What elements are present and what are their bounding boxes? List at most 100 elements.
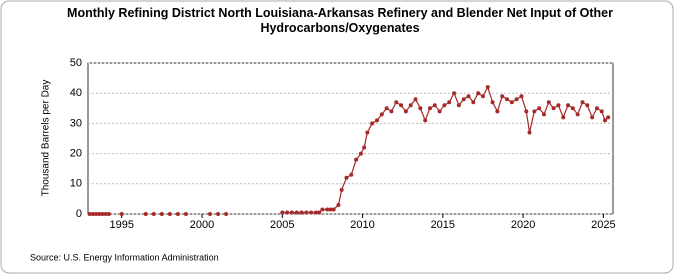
data-point xyxy=(432,103,437,108)
data-point xyxy=(561,115,566,120)
data-point xyxy=(389,109,394,114)
data-point xyxy=(580,100,585,105)
data-point xyxy=(304,210,309,215)
data-point xyxy=(527,130,532,135)
data-point xyxy=(313,210,318,215)
data-point xyxy=(90,212,95,216)
data-point xyxy=(370,121,375,126)
data-point xyxy=(97,212,102,216)
data-point xyxy=(566,103,571,108)
data-point xyxy=(399,103,404,108)
data-point xyxy=(143,212,148,216)
y-tick-label: 50 xyxy=(70,57,82,69)
data-point xyxy=(175,212,180,216)
data-point xyxy=(317,210,322,215)
data-point xyxy=(208,212,213,216)
data-point xyxy=(339,187,344,192)
y-tick-label: 20 xyxy=(70,148,82,160)
data-point xyxy=(294,210,299,215)
data-point xyxy=(480,94,485,99)
data-point xyxy=(374,118,379,123)
x-tick-label: 2005 xyxy=(270,219,294,231)
data-point xyxy=(556,103,561,108)
data-point xyxy=(358,151,363,156)
data-point xyxy=(336,202,341,207)
data-point xyxy=(437,109,442,114)
data-point xyxy=(427,106,432,111)
data-point xyxy=(309,210,314,215)
data-point xyxy=(476,91,481,96)
data-point xyxy=(500,94,505,99)
data-point xyxy=(461,97,466,102)
data-point xyxy=(394,100,399,105)
chart-title: Monthly Refining District North Louisian… xyxy=(67,6,613,35)
y-tick-label: 30 xyxy=(70,117,82,129)
data-point xyxy=(299,210,304,215)
data-point xyxy=(519,94,524,99)
data-point xyxy=(159,212,164,216)
x-tick-label: 2025 xyxy=(591,219,615,231)
data-point xyxy=(94,212,99,216)
data-point xyxy=(87,212,92,216)
data-point xyxy=(100,212,105,216)
x-tick-label: 2000 xyxy=(190,219,214,231)
data-point xyxy=(403,109,408,114)
plot-area xyxy=(87,62,614,215)
data-point xyxy=(167,212,172,216)
data-point xyxy=(365,130,370,135)
y-tick-label: 10 xyxy=(70,178,82,190)
data-point xyxy=(575,112,580,117)
data-point xyxy=(514,97,519,102)
data-point xyxy=(216,212,221,216)
y-tick-label: 0 xyxy=(76,208,82,220)
data-point xyxy=(524,109,529,114)
data-point xyxy=(541,112,546,117)
x-tick-label: 1995 xyxy=(109,219,133,231)
data-point xyxy=(289,210,294,215)
data-point xyxy=(485,85,490,90)
data-point xyxy=(442,103,447,108)
data-point xyxy=(594,106,599,111)
data-point xyxy=(384,106,389,111)
x-tick-label: 2010 xyxy=(350,219,374,231)
x-tick-label: 2015 xyxy=(431,219,455,231)
data-point xyxy=(408,103,413,108)
data-point xyxy=(362,145,367,150)
data-point xyxy=(280,210,285,215)
x-tick-label: 2020 xyxy=(511,219,535,231)
data-point xyxy=(119,212,124,216)
data-point xyxy=(344,175,349,180)
data-point xyxy=(546,100,551,105)
data-point xyxy=(585,103,590,108)
data-point xyxy=(490,100,495,105)
data-point xyxy=(320,207,325,212)
data-point xyxy=(325,207,330,212)
data-point xyxy=(452,91,457,96)
data-point xyxy=(103,212,108,216)
data-point xyxy=(602,118,607,123)
data-point xyxy=(354,157,359,162)
series-line xyxy=(89,85,609,215)
source: Source: U.S. Energy Information Administ… xyxy=(30,252,219,262)
data-point xyxy=(328,207,333,212)
data-point xyxy=(418,106,423,111)
data-point xyxy=(606,115,611,120)
data-point xyxy=(599,109,604,114)
y-axis-label: Thousand Barrels per Day xyxy=(41,80,52,197)
data-point xyxy=(456,103,461,108)
data-point xyxy=(466,94,471,99)
data-point xyxy=(106,212,111,216)
data-point xyxy=(509,100,514,105)
data-point xyxy=(471,100,476,105)
data-point xyxy=(151,212,156,216)
data-point xyxy=(413,97,418,102)
data-point xyxy=(570,106,575,111)
data-point xyxy=(285,210,290,215)
data-point xyxy=(447,100,452,105)
data-point xyxy=(183,212,188,216)
y-tick-label: 40 xyxy=(70,87,82,99)
data-point xyxy=(551,106,556,111)
data-point xyxy=(532,109,537,114)
data-point xyxy=(224,212,229,216)
